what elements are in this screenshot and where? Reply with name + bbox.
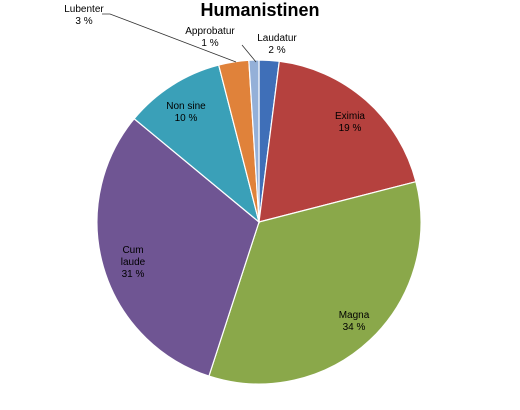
slice-label-magna: Magna 34 % [339, 310, 370, 333]
slice-label-approbatur: Approbatur 1 % [185, 26, 235, 49]
slice-label-eximia: Eximia 19 % [335, 111, 365, 134]
chart-title: Humanistinen [200, 0, 319, 20]
leader-line-lubenter [102, 13, 237, 63]
pie-slice-cum-laude [96, 117, 260, 377]
slice-label-cum-laude: Cum laude 31 % [121, 245, 146, 280]
slice-label-laudatur: Laudatur 2 % [257, 33, 297, 56]
slice-label-non-sine: Non sine 10 % [166, 101, 206, 124]
leader-line-approbatur [241, 44, 257, 63]
pie-slice-non-sine [133, 64, 261, 224]
slice-labels: Laudatur 2 % Eximia 19 % Magna 34 % Cum laude 31… [64, 4, 369, 333]
slice-label-lubenter: Lubenter 3 % [64, 4, 104, 27]
pie-slice-eximia [258, 60, 417, 223]
pie-slice-magna [208, 180, 422, 385]
leader-lines [102, 13, 257, 63]
pie-slices [96, 59, 422, 385]
